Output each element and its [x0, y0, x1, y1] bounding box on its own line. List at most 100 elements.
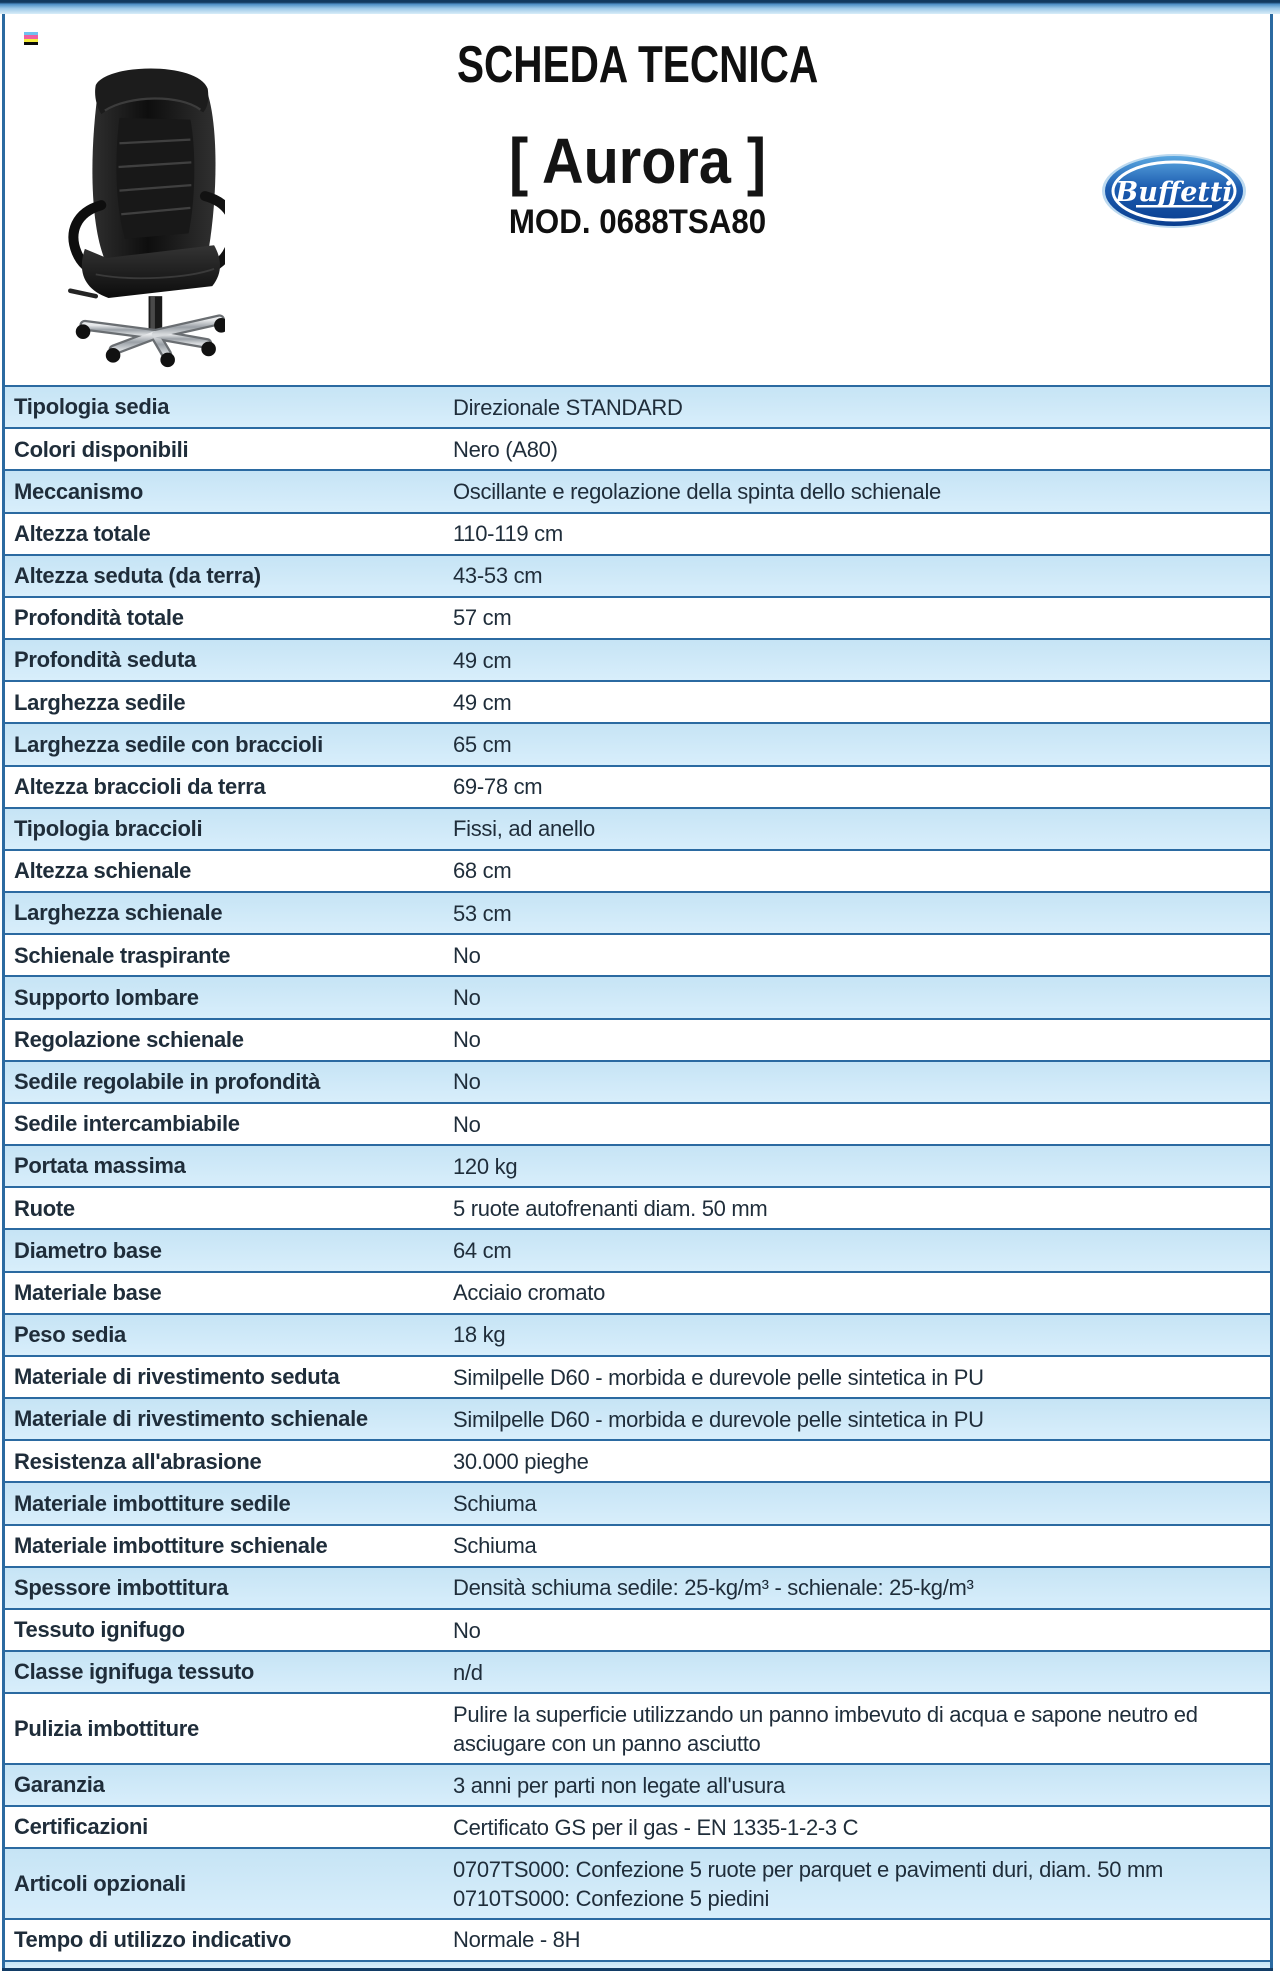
spec-row: Altezza totale 110-119 cm	[5, 511, 1270, 554]
spec-value: Oscillante e regolazione della spinta de…	[453, 478, 941, 504]
spec-value: Direzionale STANDARD	[453, 394, 683, 420]
spec-row: Larghezza schienale 53 cm	[5, 891, 1270, 934]
spec-row: Materiale di rivestimento seduta Similpe…	[5, 1354, 1270, 1398]
spec-value: Pulire la superficie utilizzando un pann…	[453, 1701, 1198, 1756]
spec-value: 57 cm	[453, 605, 512, 631]
page-border-bottom	[2, 1968, 1273, 1971]
spec-value: No	[453, 1027, 481, 1053]
spec-label: Profondità seduta	[14, 647, 196, 673]
page-border-left	[2, 14, 5, 1971]
spec-label: Materiale imbottiture schienale	[14, 1532, 328, 1558]
spec-value: No	[453, 1069, 481, 1095]
spec-row: Spessore imbottitura Densità schiuma sed…	[5, 1565, 1270, 1608]
spec-value: 43-53 cm	[453, 563, 543, 589]
spec-label: Tessuto ignifugo	[14, 1617, 185, 1643]
stripe-cyan	[24, 32, 38, 36]
spec-row: Altezza schienale 68 cm	[5, 848, 1270, 892]
spec-row: Sedile intercambiabile No	[5, 1101, 1270, 1145]
spec-label: Materiale base	[14, 1279, 162, 1305]
spec-value: 110-119 cm	[453, 521, 563, 547]
spec-value: Similpelle D60 - morbida e durevole pell…	[453, 1364, 984, 1390]
spec-row: Materiale imbottiture sedile Schiuma	[5, 1481, 1270, 1524]
spec-label: Larghezza sedile	[14, 689, 186, 715]
spec-value: 18 kg	[453, 1322, 506, 1348]
spec-value: 120 kg	[453, 1153, 518, 1179]
spec-value: Acciaio cromato	[453, 1280, 606, 1306]
spec-label: Garanzia	[14, 1772, 105, 1798]
spec-row: Larghezza sedile 49 cm	[5, 680, 1270, 723]
spec-value: 65 cm	[453, 731, 512, 757]
spec-label: Supporto lombare	[14, 984, 199, 1010]
spec-label: Tipologia sedia	[14, 394, 170, 420]
spec-row: Diametro base 64 cm	[5, 1228, 1270, 1271]
spec-value: Similpelle D60 - morbida e durevole pell…	[453, 1406, 984, 1432]
product-chair-image	[68, 68, 225, 368]
spec-value: 53 cm	[453, 900, 512, 926]
spec-value: Nero (A80)	[453, 436, 558, 462]
spec-row: Resistenza all'abrasione 30.000 pieghe	[5, 1439, 1270, 1482]
spec-row: Materiale base Acciaio cromato	[5, 1270, 1270, 1313]
spec-value: Normale - 8H	[453, 1927, 581, 1953]
spec-value: No	[453, 984, 481, 1010]
spec-value: 49 cm	[453, 689, 512, 715]
spec-value: 3 anni per parti non legate all'usura	[453, 1772, 785, 1798]
spec-value: 30.000 pieghe	[453, 1448, 589, 1474]
spec-label: Colori disponibili	[14, 436, 189, 462]
spec-label: Resistenza all'abrasione	[14, 1448, 262, 1474]
spec-value: 69-78 cm	[453, 774, 543, 800]
spec-row: Materiale imbottiture schienale Schiuma	[5, 1523, 1270, 1566]
spec-value: Schiuma	[453, 1491, 537, 1517]
spec-label: Sedile intercambiabile	[14, 1111, 240, 1137]
spec-value: Schiuma	[453, 1533, 537, 1559]
header-section: SCHEDA TECNICA [ Aurora ] MOD. 0688TSA80…	[5, 14, 1270, 385]
spec-label: Schienale traspirante	[14, 942, 231, 968]
spec-label: Larghezza schienale	[14, 900, 223, 926]
bottom-partial-row	[5, 1960, 1270, 1969]
spec-label: Spessore imbottitura	[14, 1575, 229, 1601]
spec-label: Regolazione schienale	[14, 1026, 244, 1052]
stripe-pink	[24, 35, 38, 39]
spec-label: Materiale imbottiture sedile	[14, 1490, 291, 1516]
spec-row: Tempo di utilizzo indicativo Normale - 8…	[5, 1917, 1270, 1961]
page-title: SCHEDA TECNICA	[456, 36, 819, 94]
spec-row: Materiale di rivestimento schienale Simi…	[5, 1397, 1270, 1440]
title-block: SCHEDA TECNICA [ Aurora ] MOD. 0688TSA80	[5, 14, 1270, 239]
spec-label: Materiale di rivestimento schienale	[14, 1406, 368, 1432]
spec-label: Portata massima	[14, 1153, 186, 1179]
spec-row: Regolazione schienale No	[5, 1017, 1270, 1060]
spec-row: Certificazioni Certificato GS per il gas…	[5, 1805, 1270, 1848]
spec-label: Altezza totale	[14, 520, 151, 546]
spec-value: No	[453, 942, 481, 968]
spec-value: 64 cm	[453, 1238, 512, 1264]
spec-row: Larghezza sedile con braccioli 65 cm	[5, 722, 1270, 765]
cmyk-stripes-icon	[24, 32, 38, 45]
spec-value: No	[453, 1111, 481, 1137]
spec-row: Classe ignifuga tessuto n/d	[5, 1650, 1270, 1693]
spec-row: Peso sedia 18 kg	[5, 1312, 1270, 1355]
spec-table: Tipologia sedia Direzionale STANDARD Col…	[5, 385, 1270, 1969]
spec-value: 0707TS000: Confezione 5 ruote per parque…	[453, 1856, 1164, 1911]
spec-label: Meccanismo	[14, 478, 144, 504]
spec-row: Tipologia sedia Direzionale STANDARD	[5, 385, 1270, 428]
spec-label: Diametro base	[14, 1237, 162, 1263]
stripe-yellow	[24, 38, 38, 42]
spec-value: Fissi, ad anello	[453, 816, 595, 842]
spec-label: Materiale di rivestimento seduta	[14, 1364, 340, 1390]
spec-row: Schienale traspirante No	[5, 933, 1270, 976]
spec-row: Garanzia 3 anni per parti non legate all…	[5, 1762, 1270, 1806]
page-border-right	[1270, 14, 1273, 1971]
buffetti-logo-text: Buffetti	[1114, 177, 1232, 208]
spec-label: Ruote	[14, 1195, 75, 1221]
spec-label: Altezza schienale	[14, 858, 192, 884]
spec-row: Tessuto ignifugo No	[5, 1607, 1270, 1651]
spec-label: Altezza seduta (da terra)	[14, 563, 261, 589]
model-number: MOD. 0688TSA80	[508, 202, 767, 241]
spec-label: Profondità totale	[14, 605, 184, 631]
buffetti-logo: Buffetti	[1102, 154, 1246, 228]
spec-row: Pulizia imbottiture Pulire la superficie…	[5, 1692, 1270, 1763]
spec-value: 5 ruote autofrenanti diam. 50 mm	[453, 1195, 768, 1221]
spec-row: Portata massima 120 kg	[5, 1144, 1270, 1187]
spec-row: Ruote 5 ruote autofrenanti diam. 50 mm	[5, 1186, 1270, 1229]
spec-value: n/d	[453, 1659, 483, 1685]
